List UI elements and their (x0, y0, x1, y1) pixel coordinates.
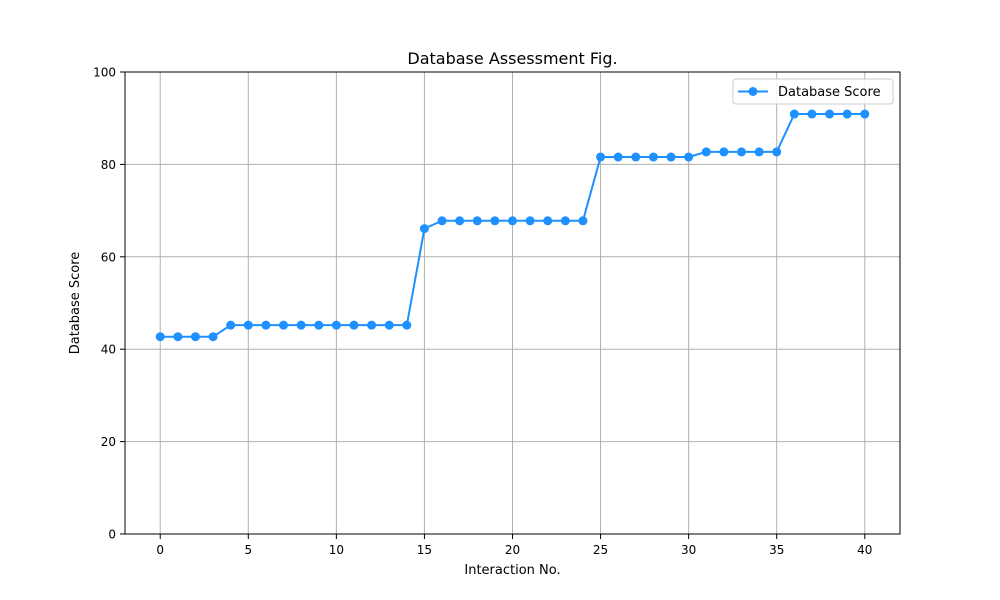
data-point (490, 216, 500, 226)
data-point (331, 320, 341, 330)
data-point (631, 152, 641, 162)
y-tick-label: 40 (101, 343, 116, 357)
x-tick-label: 15 (417, 543, 432, 557)
x-axis-ticks: 0 5 10 15 20 25 30 35 40 (156, 534, 872, 557)
y-tick-label: 20 (101, 435, 116, 449)
y-axis-label: Database Score (68, 252, 83, 355)
data-point (226, 320, 236, 330)
y-tick-label: 80 (101, 158, 116, 172)
y-tick-label: 60 (101, 250, 116, 264)
data-point (437, 216, 447, 226)
data-point (684, 152, 694, 162)
data-point (736, 147, 746, 157)
data-point (613, 152, 623, 162)
data-point (525, 216, 535, 226)
data-point (648, 152, 658, 162)
data-point (173, 332, 183, 342)
data-point (419, 224, 429, 234)
legend-label: Database Score (778, 85, 881, 100)
data-point (190, 332, 200, 342)
data-point (772, 147, 782, 157)
data-point (261, 320, 271, 330)
data-point (543, 216, 553, 226)
data-point (508, 216, 517, 226)
data-point (314, 320, 324, 330)
chart-title: Database Assessment Fig. (407, 49, 617, 68)
y-axis-ticks: 0 20 40 60 80 100 (93, 66, 125, 542)
data-point (560, 216, 570, 226)
data-point (666, 152, 676, 162)
data-point (807, 109, 817, 119)
data-point (842, 109, 852, 119)
y-tick-label: 0 (108, 528, 116, 542)
x-tick-label: 0 (156, 543, 164, 557)
x-tick-label: 35 (769, 543, 784, 557)
data-point (754, 147, 764, 157)
data-point (701, 147, 711, 157)
x-tick-label: 30 (681, 543, 696, 557)
data-point (155, 332, 165, 342)
data-point (208, 332, 218, 342)
series-layer (155, 109, 870, 342)
data-point (825, 109, 835, 119)
data-point (367, 320, 377, 330)
y-tick-label: 100 (93, 66, 116, 80)
legend-marker-swatch (748, 87, 758, 96)
data-point (384, 320, 394, 330)
x-tick-label: 25 (593, 543, 608, 557)
data-point (719, 147, 729, 157)
legend: Database Score (732, 78, 894, 105)
data-point (243, 320, 253, 330)
x-tick-label: 5 (244, 543, 252, 557)
legend-box (732, 78, 894, 105)
data-point (296, 320, 306, 330)
data-point (472, 216, 482, 226)
data-point (279, 320, 289, 330)
grid (125, 71, 900, 535)
data-point (596, 152, 606, 162)
data-point (789, 109, 799, 119)
data-point (402, 320, 412, 330)
data-point (578, 216, 588, 226)
x-tick-label: 10 (329, 543, 344, 557)
x-tick-label: 40 (857, 543, 872, 557)
x-axis-label: Interaction No. (464, 563, 560, 578)
data-point (455, 216, 465, 226)
data-point (349, 320, 359, 330)
data-point (860, 109, 870, 119)
x-tick-label: 20 (505, 543, 520, 557)
